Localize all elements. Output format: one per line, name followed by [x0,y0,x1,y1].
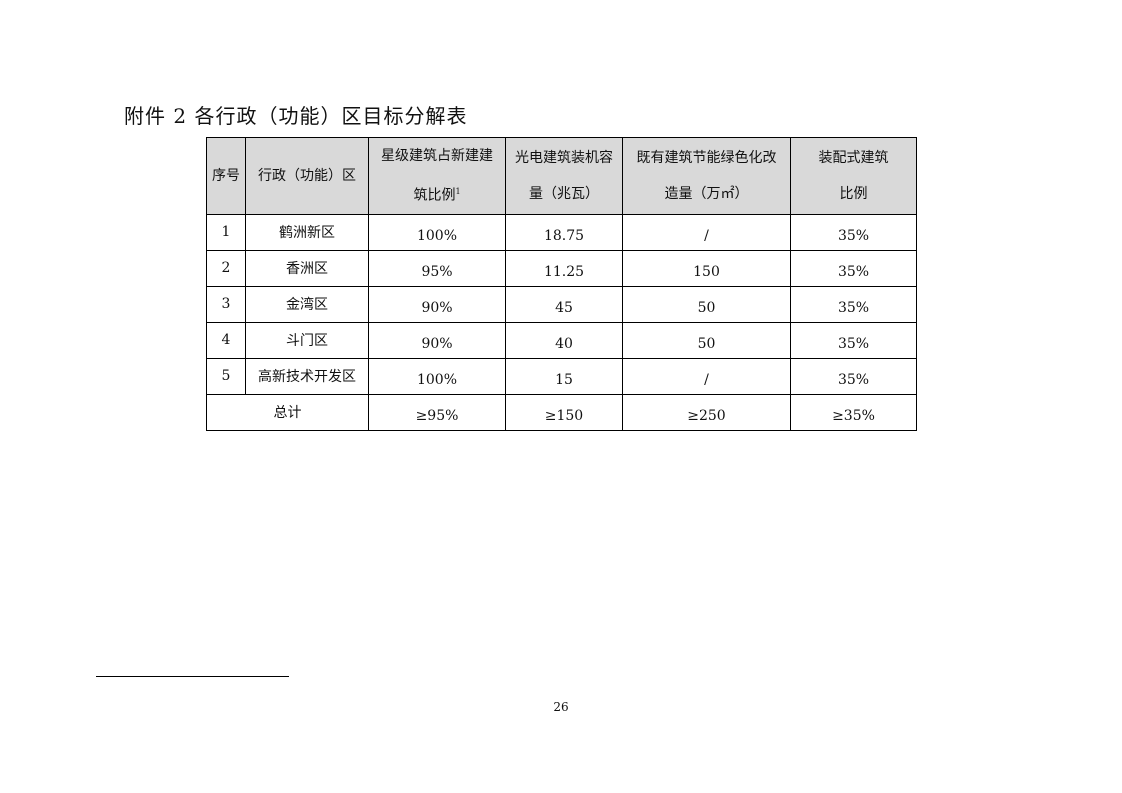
table-cell: 鹤洲新区 [245,213,369,251]
table-cell: 95% [368,249,506,287]
page-number: 26 [553,700,569,714]
table-row: 5 高新技术开发区 100% 15/35% [206,357,917,395]
table-row: 1 鹤洲新区 100% 18.75/35% [206,213,917,251]
footnote-divider [96,676,289,677]
table-cell: 18.75 [505,213,623,251]
table-cell: 35% [790,357,917,395]
header-row: 序号 行政（功能）区 星级建筑占新建建 筑比例1 光电建筑装机容 量（兆瓦） 既有建… [206,137,917,215]
header-index: 序号 [206,137,246,215]
table-cell: 4 [206,321,246,359]
table-cell: 50 [622,285,791,323]
table-cell: 100% [368,213,506,251]
total-row: 总计 ≥95% ≥150 ≥250 ≥35% [206,393,917,431]
table-cell: 35% [790,285,917,323]
table-cell: 5 [206,357,246,395]
table-cell: 高新技术开发区 [245,357,369,395]
table-cell: 90% [368,285,506,323]
table-row: 2 香洲区 95% 11.25 150 35% [206,249,917,287]
table-cell: 2 [206,249,246,287]
target-table: 序号 行政（功能）区 星级建筑占新建建 筑比例1 光电建筑装机容 量（兆瓦） 既有建… [206,137,917,431]
table-cell: 40 [505,321,623,359]
table-cell: 50 [622,321,791,359]
table-cell: 金湾区 [245,285,369,323]
total-cell: ≥35% [790,393,917,431]
table-cell: 斗门区 [245,321,369,359]
table-row: 3 金湾区 90% 45 50 35% [206,285,917,323]
table-cell: 3 [206,285,246,323]
total-label: 总计 [206,393,369,431]
table-cell: 15 [505,357,623,395]
table-cell: 150 [622,249,791,287]
table-cell: 35% [790,213,917,251]
total-cell: ≥250 [622,393,791,431]
table-cell: 45 [505,285,623,323]
table-cell: 90% [368,321,506,359]
table-cell: 35% [790,249,917,287]
table-cell: 1 [206,213,246,251]
table-cell: / [622,357,791,395]
table-cell: 11.25 [505,249,623,287]
header-retrofit: 既有建筑节能绿色化改 造量（万㎡） [622,137,791,215]
header-pv-capacity: 光电建筑装机容 量（兆瓦） [505,137,623,215]
table-cell: 35% [790,321,917,359]
total-cell: ≥95% [368,393,506,431]
table-cell: 香洲区 [245,249,369,287]
table-cell: 100% [368,357,506,395]
table-cell: / [622,213,791,251]
header-district: 行政（功能）区 [245,137,369,215]
table-row: 4 斗门区 90% 40 50 35% [206,321,917,359]
header-prefab: 装配式建筑 比例 [790,137,917,215]
total-cell: ≥150 [505,393,623,431]
page-title: 附件 2 各行政（功能）区目标分解表 [124,104,468,128]
header-star-building: 星级建筑占新建建 筑比例1 [368,137,506,215]
